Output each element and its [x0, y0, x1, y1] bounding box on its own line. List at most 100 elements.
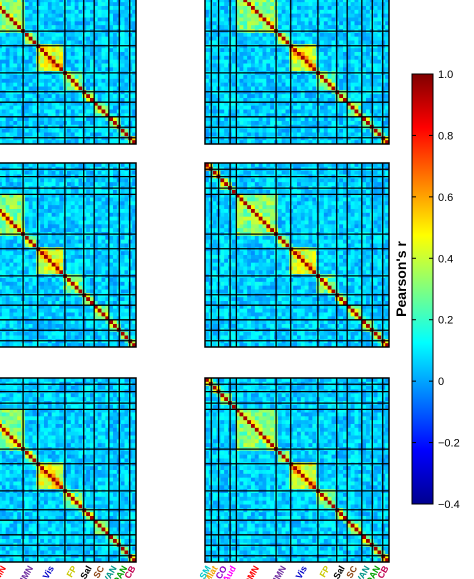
matrix-cell — [90, 63, 95, 68]
matrix-cell — [285, 32, 290, 38]
matrix-cell — [289, 140, 294, 145]
matrix-cell — [13, 13, 18, 18]
matrix-cell — [312, 121, 317, 126]
matrix-cell — [78, 117, 83, 122]
matrix-cell — [247, 17, 252, 22]
matrix-cell — [266, 121, 271, 126]
matrix-cell — [67, 17, 72, 22]
matrix-cell — [128, 36, 133, 41]
matrix-cell — [220, 128, 225, 133]
matrix-cell — [13, 109, 18, 114]
matrix-cell — [47, 0, 53, 3]
matrix-cell — [17, 178, 22, 183]
matrix-cell — [362, 121, 367, 126]
matrix-cell — [90, 121, 95, 126]
matrix-cell — [251, 136, 256, 141]
matrix-cell — [258, 9, 263, 15]
matrix-cell — [327, 6, 332, 11]
matrix-cell — [297, 2, 302, 7]
matrix-cell — [247, 44, 252, 49]
matrix-cell — [362, 36, 367, 41]
matrix-cell — [300, 78, 306, 84]
matrix-cell — [231, 48, 237, 53]
matrix-cell — [32, 52, 37, 57]
matrix-cell — [120, 113, 125, 118]
matrix-cell — [243, 25, 248, 30]
matrix-cell — [212, 9, 217, 15]
matrix-cell — [0, 21, 3, 26]
matrix-cell — [339, 55, 344, 61]
matrix-cell — [220, 0, 225, 3]
matrix-cell — [331, 136, 336, 141]
matrix-cell — [270, 17, 275, 22]
matrix-cell — [5, 136, 10, 141]
matrix-cell — [350, 113, 355, 118]
matrix-cell — [105, 128, 110, 133]
matrix-cell — [308, 17, 313, 22]
matrix-cell — [377, 59, 382, 64]
matrix-cell — [231, 86, 237, 91]
matrix-cell — [235, 67, 240, 72]
matrix-cell — [128, 2, 133, 7]
matrix-cell — [381, 67, 386, 72]
matrix-cell — [105, 55, 110, 61]
matrix-cell — [270, 128, 275, 133]
matrix-cell — [101, 98, 106, 103]
matrix-cell — [97, 44, 102, 49]
matrix-cell — [36, 136, 41, 141]
matrix-cell — [120, 170, 125, 175]
matrix-cell — [289, 52, 294, 57]
matrix-cell — [132, 48, 137, 53]
matrix-cell — [59, 78, 64, 84]
matrix-cell — [266, 75, 271, 80]
matrix-cell — [74, 2, 79, 7]
matrix-cell — [109, 48, 114, 53]
matrix-cell — [47, 44, 53, 49]
matrix-cell — [327, 52, 332, 57]
matrix-cell — [78, 59, 83, 64]
matrix-cell — [366, 132, 371, 137]
matrix-cell — [113, 78, 118, 84]
matrix-cell — [128, 78, 133, 84]
matrix-cell — [289, 55, 294, 61]
matrix-cell — [312, 13, 317, 18]
matrix-cell — [343, 128, 348, 133]
matrix-cell — [323, 109, 329, 114]
matrix-cell — [239, 113, 244, 118]
matrix-cell — [40, 17, 45, 22]
matrix-cell — [358, 90, 363, 95]
matrix-cell — [128, 140, 133, 145]
matrix-cell — [82, 32, 87, 38]
matrix-cell — [262, 140, 267, 145]
matrix-cell — [377, 13, 382, 18]
matrix-cell — [346, 2, 352, 7]
matrix-cell — [101, 40, 106, 45]
matrix-cell — [339, 40, 344, 45]
matrix-cell — [124, 9, 129, 15]
matrix-cell — [55, 9, 60, 15]
matrix-cell — [1, 94, 7, 99]
matrix-cell — [90, 13, 95, 18]
matrix-cell — [128, 67, 133, 72]
matrix-cell — [366, 13, 371, 18]
matrix-cell — [239, 48, 244, 53]
matrix-cell — [277, 140, 283, 145]
matrix-cell — [254, 59, 260, 64]
matrix-cell — [258, 25, 263, 30]
matrix-cell — [36, 163, 41, 168]
matrix-cell — [262, 121, 267, 126]
matrix-cell — [24, 36, 30, 41]
matrix-cell — [293, 59, 298, 64]
matrix-cell — [258, 63, 263, 68]
matrix-cell — [327, 98, 332, 103]
matrix-cell — [9, 163, 14, 168]
matrix-cell — [300, 140, 306, 145]
matrix-cell — [235, 2, 240, 7]
matrix-cell — [93, 17, 99, 22]
matrix-cell — [277, 40, 283, 45]
matrix-cell — [281, 48, 286, 53]
matrix-cell — [93, 117, 99, 122]
matrix-cell — [350, 48, 355, 53]
matrix-cell — [51, 13, 56, 18]
matrix-cell — [17, 75, 22, 80]
